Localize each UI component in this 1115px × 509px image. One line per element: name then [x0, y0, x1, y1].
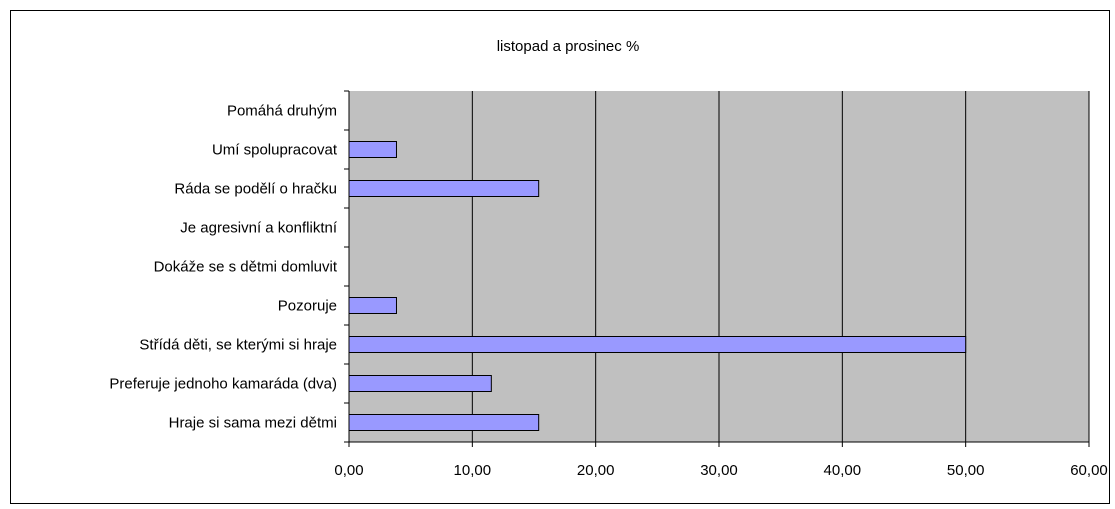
- category-labels: Pomáhá druhým Umí spolupracovat Ráda se po…: [109, 103, 337, 432]
- category-label: Hraje si sama mezi dětmi: [169, 415, 337, 432]
- bar-chart: listopad a prosinec % Pomáhá druhým Umí s…: [109, 38, 1107, 479]
- x-tick-label: 20,00: [577, 462, 615, 479]
- category-label: Je agresivní a konfliktní: [180, 220, 338, 237]
- bar: [348, 336, 967, 353]
- x-tick-label: 50,00: [947, 462, 985, 479]
- category-label: Střídá děti, se kterými si hraje: [139, 337, 337, 354]
- bar: [348, 297, 397, 314]
- x-tick-label: 10,00: [454, 462, 492, 479]
- bar: [348, 141, 397, 158]
- chart-title: listopad a prosinec %: [497, 38, 640, 55]
- axes: [344, 90, 1090, 447]
- x-tick-label: 40,00: [824, 462, 862, 479]
- bar: [348, 414, 540, 431]
- x-tick-label: 60,00: [1070, 462, 1108, 479]
- category-label: Preferuje jednoho kamaráda (dva): [109, 376, 337, 393]
- category-label: Pomáhá druhým: [227, 103, 337, 120]
- category-label: Pozoruje: [278, 298, 337, 315]
- category-label: Dokáže se s dětmi domluvit: [154, 259, 338, 276]
- x-tick-labels: 0,00 10,00 20,00 30,00 40,00 50,00 60,00: [334, 462, 1107, 479]
- bar: [348, 180, 540, 197]
- x-tick-label: 30,00: [700, 462, 738, 479]
- category-label: Ráda se podělí o hračku: [174, 181, 337, 198]
- bar: [348, 375, 492, 392]
- chart-frame: listopad a prosinec % Pomáhá druhým Umí s…: [10, 10, 1110, 504]
- x-tick-label: 0,00: [334, 462, 363, 479]
- gridlines: [471, 91, 1090, 442]
- category-label: Umí spolupracovat: [212, 142, 338, 159]
